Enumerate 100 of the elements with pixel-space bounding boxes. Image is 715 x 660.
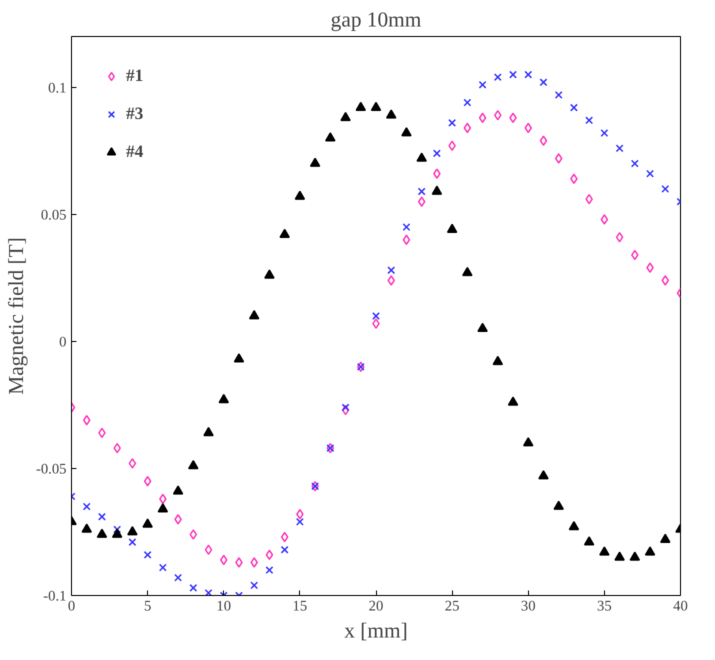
point bbox=[524, 70, 532, 79]
point bbox=[448, 118, 456, 127]
point bbox=[248, 310, 260, 320]
point bbox=[310, 158, 320, 167]
x-tick-label: 15 bbox=[292, 598, 308, 614]
point bbox=[433, 168, 441, 179]
point bbox=[127, 526, 138, 536]
point bbox=[477, 322, 488, 332]
point bbox=[280, 532, 288, 542]
point bbox=[279, 228, 290, 238]
point bbox=[250, 581, 258, 590]
x-tick-label: 10 bbox=[216, 598, 232, 614]
point bbox=[570, 174, 578, 184]
point bbox=[464, 122, 472, 134]
x-tick-label: 20 bbox=[368, 598, 384, 614]
point bbox=[568, 520, 580, 530]
legend-label: #3 bbox=[126, 104, 144, 124]
point bbox=[296, 508, 304, 520]
point bbox=[81, 523, 92, 533]
point bbox=[432, 149, 441, 158]
point bbox=[204, 544, 212, 556]
point bbox=[142, 518, 153, 528]
point bbox=[570, 104, 578, 112]
point bbox=[600, 214, 608, 225]
y-tick-label: 0 bbox=[59, 334, 66, 350]
point bbox=[128, 538, 136, 546]
point bbox=[174, 514, 182, 525]
point bbox=[660, 534, 671, 543]
chart-title: gap 10mm bbox=[330, 8, 422, 32]
point bbox=[203, 426, 214, 436]
point bbox=[585, 194, 593, 204]
point bbox=[616, 232, 624, 242]
point bbox=[478, 112, 486, 124]
point bbox=[418, 196, 426, 207]
point bbox=[462, 266, 473, 276]
point bbox=[98, 428, 106, 438]
point bbox=[630, 160, 639, 168]
point bbox=[387, 266, 396, 274]
y-tick-label: 0.1 bbox=[48, 80, 67, 96]
point bbox=[616, 144, 624, 152]
x-tick-label: 5 bbox=[144, 598, 152, 614]
point bbox=[446, 224, 458, 233]
point bbox=[112, 528, 122, 538]
point bbox=[158, 564, 167, 572]
point bbox=[265, 566, 274, 574]
point bbox=[113, 526, 122, 534]
point bbox=[235, 557, 243, 568]
point bbox=[144, 476, 152, 486]
y-tick-label: -0.05 bbox=[36, 461, 66, 478]
point bbox=[492, 356, 504, 366]
point bbox=[204, 589, 212, 596]
point bbox=[644, 546, 656, 556]
point bbox=[584, 536, 594, 546]
point bbox=[402, 223, 410, 231]
point bbox=[386, 109, 396, 119]
legend-label: #1 bbox=[126, 66, 144, 86]
point bbox=[599, 546, 610, 556]
point bbox=[158, 503, 168, 512]
point bbox=[82, 502, 91, 510]
point bbox=[189, 584, 198, 592]
x-tick-label: 25 bbox=[444, 598, 460, 614]
point bbox=[172, 485, 184, 495]
point bbox=[113, 442, 121, 454]
point bbox=[614, 551, 625, 561]
point bbox=[190, 529, 198, 540]
point bbox=[523, 437, 534, 446]
point bbox=[540, 135, 548, 146]
point bbox=[463, 98, 472, 106]
point bbox=[250, 557, 258, 568]
point bbox=[494, 110, 502, 121]
point bbox=[630, 551, 640, 561]
point bbox=[509, 70, 517, 79]
point bbox=[508, 396, 518, 406]
point bbox=[448, 140, 456, 152]
point bbox=[554, 153, 562, 164]
point bbox=[372, 312, 380, 320]
point bbox=[82, 414, 90, 426]
point bbox=[401, 127, 412, 136]
point bbox=[159, 494, 167, 504]
point bbox=[342, 404, 350, 416]
point bbox=[478, 80, 487, 89]
point bbox=[387, 275, 395, 286]
point bbox=[402, 234, 410, 246]
x-axis-title: x [mm] bbox=[344, 618, 408, 642]
point bbox=[553, 500, 564, 510]
y-axis-title: Magnetic field [T] bbox=[4, 237, 28, 395]
x-tick-label: 30 bbox=[520, 598, 536, 614]
point bbox=[264, 269, 275, 279]
point bbox=[432, 186, 442, 195]
y-tick-label: 0.05 bbox=[40, 207, 67, 224]
point bbox=[266, 550, 274, 560]
point bbox=[98, 512, 106, 521]
point bbox=[174, 574, 182, 582]
point bbox=[296, 518, 304, 526]
point bbox=[416, 152, 427, 162]
x-tick-label: 35 bbox=[597, 598, 612, 614]
point bbox=[600, 129, 608, 137]
point bbox=[631, 250, 639, 260]
point bbox=[342, 404, 350, 412]
point bbox=[646, 262, 654, 273]
